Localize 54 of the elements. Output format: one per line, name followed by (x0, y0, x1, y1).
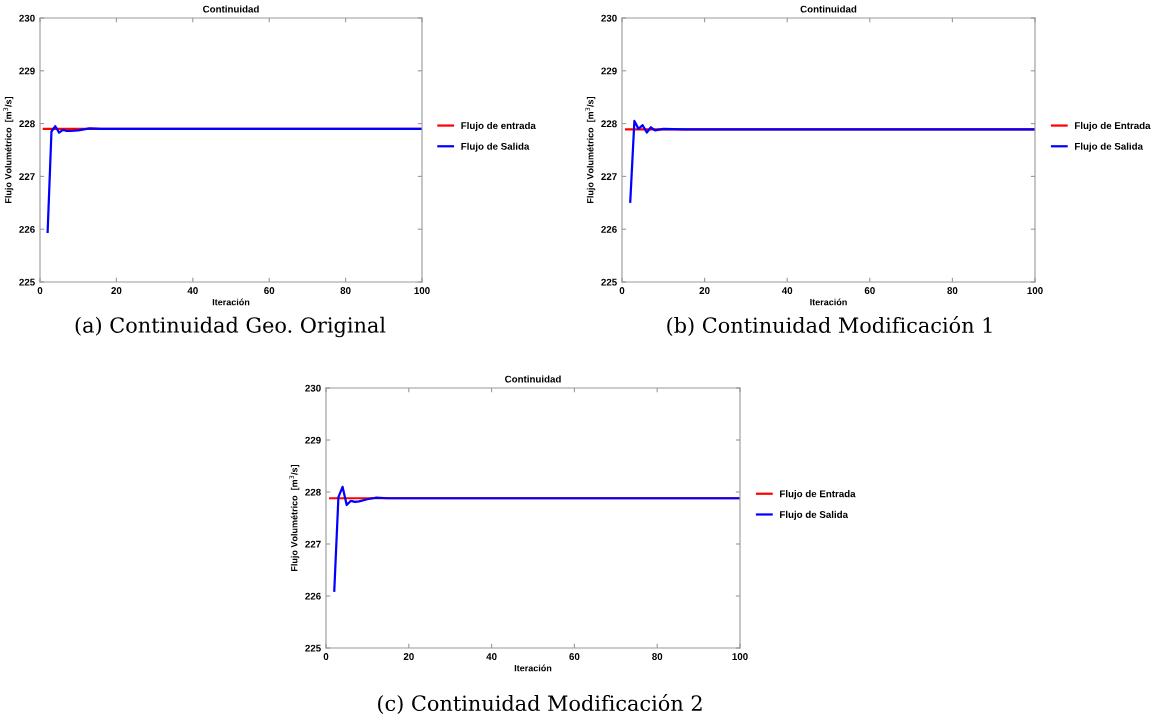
y-tick-label: 229 (601, 67, 617, 75)
legend-label: Flujo de Salida (780, 510, 849, 520)
y-tick-label: 225 (305, 644, 321, 652)
x-tick-label: 20 (699, 287, 710, 294)
x-tick-label: 40 (781, 287, 793, 294)
legend-label: Flujo de entrada (461, 121, 536, 131)
x-tick-label: 60 (264, 287, 275, 294)
y-tick-label: 226 (601, 225, 617, 233)
chart-title: Continuidad (505, 375, 561, 383)
x-tick-label: 40 (187, 287, 198, 294)
x-tick-label: 100 (414, 287, 430, 294)
x-tick-label: 20 (111, 287, 122, 294)
y-axis-title: Flujo Volumétrico [m$^{3}$/s] (289, 464, 300, 572)
y-axis-title: Flujo Volumétrico [m$^{3}$/s] (585, 96, 596, 204)
y-tick-label: 227 (601, 173, 617, 180)
y-tick-label: 225 (601, 278, 617, 286)
x-tick-label: 60 (569, 653, 580, 660)
x-axis-title: Iteración (810, 298, 847, 306)
y-tick-label: 226 (305, 592, 321, 600)
legend-label: Flujo de Salida (461, 142, 530, 152)
x-tick-label: 80 (652, 653, 663, 660)
y-tick-label: 228 (305, 488, 321, 496)
x-tick-label: 0 (37, 287, 43, 294)
x-axis-title: Iteración (212, 298, 250, 306)
y-tick-label: 226 (19, 225, 35, 233)
x-tick-label: 80 (340, 287, 351, 294)
y-tick-label: 227 (305, 540, 321, 548)
y-tick-label: 230 (305, 384, 321, 392)
x-tick-label: 100 (1027, 287, 1043, 294)
y-tick-label: 228 (19, 120, 35, 128)
y-tick-label: 229 (305, 436, 321, 444)
text: (c) Continuidad Modificación 2 (378, 694, 702, 714)
x-tick-label: 100 (732, 653, 748, 660)
y-axis-title: Flujo Volumétrico [m$^{3}$/s] (3, 96, 14, 204)
y-tick-label: 230 (601, 14, 617, 22)
x-tick-label: 40 (486, 653, 497, 660)
chart-title: Continuidad (203, 5, 259, 13)
chart-title: Continuidad (800, 5, 857, 13)
x-tick-label: 20 (403, 653, 414, 660)
y-tick-label: 225 (19, 278, 35, 286)
text: (a) Continuidad Geo. Original (75, 316, 386, 338)
legend-label: Flujo de Salida (1075, 142, 1144, 152)
x-tick-label: 80 (947, 287, 958, 294)
x-tick-label: 0 (323, 653, 329, 660)
text: (b) Continuidad Modificación 1 (667, 316, 992, 336)
x-tick-label: 60 (864, 287, 875, 294)
y-tick-label: 227 (19, 173, 35, 180)
legend-label: Flujo de Entrada (780, 490, 856, 500)
legend-label: Flujo de Entrada (1075, 121, 1151, 131)
y-tick-label: 230 (19, 14, 35, 22)
x-tick-label: 0 (619, 287, 625, 294)
y-tick-label: 228 (601, 120, 617, 128)
x-axis-title: Iteración (514, 664, 552, 672)
y-tick-label: 229 (19, 67, 35, 75)
